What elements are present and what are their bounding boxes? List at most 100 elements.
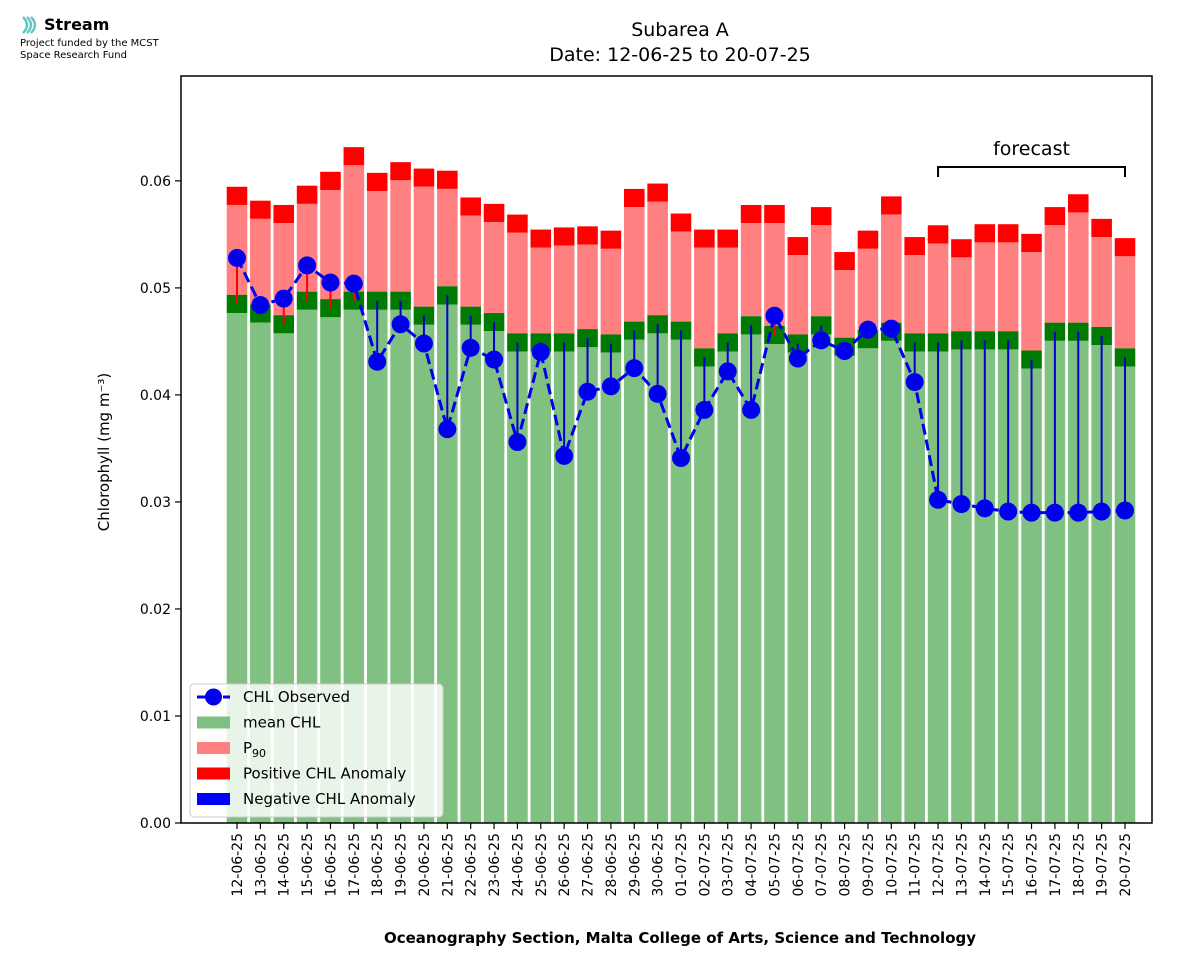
p90-bar <box>857 248 879 331</box>
p90-cap-bar <box>881 196 902 215</box>
p90-bar <box>343 165 365 292</box>
x-tick-label: 27-06-25 <box>581 833 597 897</box>
p90-bar <box>1044 225 1066 323</box>
p90-bar <box>927 243 949 334</box>
observed-point <box>461 338 480 357</box>
p90-bar <box>600 248 622 335</box>
mean-chl-bar <box>927 351 949 823</box>
p90-cap-bar <box>787 237 809 256</box>
p90-cap-bar <box>366 172 388 192</box>
p90-bar <box>740 223 762 317</box>
legend-label: Negative CHL Anomaly <box>243 790 416 808</box>
x-tick-label: 20-06-25 <box>417 833 433 897</box>
mean-chl-bar <box>553 351 575 823</box>
mean-chl-bar <box>460 324 481 823</box>
p90-bar <box>553 245 575 334</box>
p90-cap-bar <box>904 237 925 256</box>
stream-logo-icon <box>22 16 37 34</box>
legend-label: Positive CHL Anomaly <box>243 765 406 783</box>
mean-chl-bar <box>717 351 739 823</box>
mean-chl-bar <box>740 334 762 823</box>
observed-point <box>1022 503 1041 522</box>
x-tick-label: 24-06-25 <box>510 833 526 897</box>
observed-point <box>765 306 784 325</box>
observed-point <box>508 433 527 452</box>
observed-point <box>368 352 387 371</box>
y-axis-label: Chlorophyll (mg m⁻³) <box>95 373 113 532</box>
x-tick-label: 07-07-25 <box>814 833 830 897</box>
p90-cap-bar <box>764 204 785 224</box>
p90-bar <box>1114 256 1136 349</box>
legend-swatch <box>197 716 230 729</box>
x-tick-label: 08-07-25 <box>838 833 854 897</box>
chart-title: Subarea A <box>631 19 729 41</box>
observed-point <box>648 384 667 403</box>
p90-bar <box>974 242 996 332</box>
x-tick-label: 05-07-25 <box>767 833 783 897</box>
x-tick-label: 13-07-25 <box>954 833 970 897</box>
x-tick-label: 18-07-25 <box>1071 833 1087 897</box>
p90-cap-bar <box>997 224 1019 243</box>
p90-cap-bar <box>273 204 295 224</box>
mean-chl-bar <box>810 334 832 823</box>
mean-chl-bar <box>530 351 552 823</box>
p90-bar <box>577 244 598 330</box>
observed-point <box>718 362 737 381</box>
p90-bar <box>997 242 1019 332</box>
observed-point <box>742 400 761 419</box>
x-tick-label: 22-06-25 <box>464 833 480 897</box>
p90-bar <box>483 222 505 314</box>
observed-point <box>672 449 690 468</box>
legend-swatch <box>197 793 230 805</box>
observed-point <box>344 274 363 293</box>
legend-swatch <box>197 742 230 754</box>
observed-point <box>812 331 831 350</box>
mean-chl-bar <box>600 352 622 823</box>
observed-point <box>391 315 410 334</box>
p90-cap-bar <box>460 197 481 216</box>
p90-bar <box>366 191 388 292</box>
observed-point <box>858 320 877 339</box>
mean-chl-bar <box>1091 345 1112 823</box>
funding-line-2: Space Research Fund <box>20 50 127 61</box>
forecast-bracket: forecast <box>937 138 1126 177</box>
p90-cap-bar <box>226 186 248 205</box>
x-tick-label: 18-06-25 <box>370 833 386 897</box>
mean-chl-bar <box>974 349 996 823</box>
p90-bar <box>670 231 692 322</box>
p90-bar <box>413 186 435 307</box>
observed-point <box>228 248 246 267</box>
logo-name: Stream <box>44 15 110 34</box>
y-tick-label: 0.00 <box>140 816 171 832</box>
x-tick-label: 11-07-25 <box>908 833 924 897</box>
legend-label: CHL Observed <box>243 688 350 706</box>
y-axis: 0.00 0.01 0.02 0.03 0.04 0.05 0.06 <box>140 174 181 832</box>
mean-chl-bar <box>1114 366 1136 823</box>
p90-bar <box>1021 252 1042 351</box>
x-tick-label: 29-06-25 <box>627 833 643 897</box>
observed-point <box>274 289 293 308</box>
mean-chl-bar <box>1067 340 1089 823</box>
p90-cap-bar <box>507 214 528 233</box>
p90-cap-bar <box>717 229 739 248</box>
p90-cap-bar <box>413 168 435 187</box>
anomaly-lines-layer <box>236 257 1126 513</box>
p90-bar <box>1091 237 1112 327</box>
p90-cap-bar <box>1021 233 1042 253</box>
observed-point <box>929 490 948 509</box>
mean-chl-bar <box>1021 368 1042 823</box>
forecast-label: forecast <box>993 138 1070 160</box>
p90-cap-bar <box>437 170 458 189</box>
mean-chl-bar <box>764 344 785 823</box>
x-tick-label: 14-07-25 <box>978 833 994 897</box>
observed-point <box>251 296 270 315</box>
x-tick-label: 14-06-25 <box>277 833 293 897</box>
mean-chl-bar <box>997 349 1019 823</box>
p90-cap-bar <box>810 207 832 226</box>
y-tick-label: 0.05 <box>140 281 171 297</box>
x-tick-label: 19-06-25 <box>394 833 410 897</box>
p90-cap-bar <box>553 227 575 246</box>
p90-bar <box>530 247 552 334</box>
